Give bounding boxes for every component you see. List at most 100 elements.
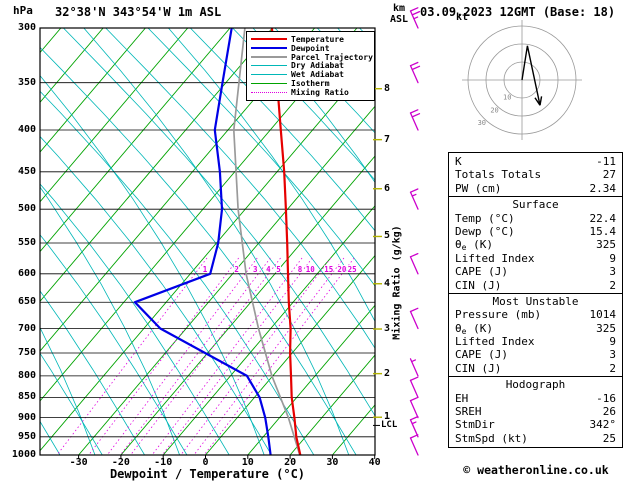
km-tick-label: 2 — [384, 367, 391, 379]
temperature-tick-label: -20 — [111, 457, 130, 468]
stats-divider — [449, 196, 622, 198]
stat-value: 3 — [609, 348, 616, 362]
legend-label: Dry Adiabat — [291, 61, 344, 71]
stat-label: CAPE (J) — [455, 265, 508, 279]
km-tick-label: 6 — [384, 182, 391, 194]
legend-label: Mixing Ratio — [291, 87, 349, 97]
stats-row: StmDir 342° — [449, 418, 622, 431]
stat-label: θe (K) — [455, 238, 493, 253]
hodograph-ring-label: 10 — [503, 94, 511, 102]
legend-item: Mixing Ratio — [251, 88, 370, 97]
legend-label: Dewpoint — [291, 43, 330, 53]
legend-line-sample — [251, 55, 287, 58]
stats-row: StmSpd (kt) 25 — [449, 432, 622, 445]
stats-divider — [449, 292, 622, 294]
stats-row: CAPE (J) 3 — [449, 265, 622, 278]
mixing-ratio-value-label: 15 — [324, 265, 333, 274]
mixing-ratio-value-label: 20 — [337, 265, 347, 274]
stats-row: CIN (J) 2 — [449, 279, 622, 292]
pressure-tick-label: 700 — [17, 322, 36, 334]
stats-section-header: Hodograph — [505, 378, 566, 392]
legend-label: Wet Adiabat — [291, 70, 344, 80]
stat-value: 342° — [589, 418, 617, 432]
legend-line-sample — [251, 91, 287, 93]
stat-label: θe (K) — [455, 321, 493, 336]
parcel-trajectory-curve — [232, 28, 301, 455]
stat-value: 1014 — [589, 308, 617, 322]
km-tick-label: 1 — [384, 411, 391, 423]
stat-value: 325 — [596, 321, 616, 335]
pressure-tick-label: 750 — [17, 346, 36, 358]
stats-row: Temp (°C) 22.4 — [449, 212, 622, 225]
legend-line-sample — [251, 65, 287, 67]
hodograph-ring — [485, 43, 559, 117]
stat-value: -11 — [596, 155, 616, 168]
pressure-tick-label: 350 — [17, 76, 36, 88]
chart-border — [39, 27, 376, 456]
km-tick-label: 4 — [384, 277, 391, 289]
temperature-tick-label: 10 — [241, 457, 254, 468]
stat-label: StmSpd (kt) — [455, 431, 528, 445]
legend-item: Isotherm — [251, 79, 370, 88]
pressure-tick-label: 800 — [17, 369, 36, 381]
stats-row: K -11 — [449, 155, 622, 168]
copyright: © weatheronline.co.uk — [463, 463, 609, 477]
hodograph-ring-label: 20 — [490, 106, 498, 114]
stat-label: CIN (J) — [455, 278, 502, 292]
hodograph-arrowhead — [534, 97, 541, 106]
km-tick-label: 3 — [384, 323, 391, 334]
temperature-axis-ticks — [78, 455, 376, 459]
hodograph-ring — [503, 61, 541, 99]
mixing-ratio-value-label: 10 — [306, 265, 316, 274]
stat-value: 26 — [602, 405, 616, 419]
legend-line-sample — [251, 38, 287, 41]
legend-item: Dewpoint — [251, 44, 370, 53]
km-tick-label: 8 — [384, 82, 391, 94]
stat-value: 2.34 — [589, 181, 617, 195]
mixing-ratio-value-label: 1 — [203, 265, 208, 274]
stat-value: 325 — [596, 238, 616, 252]
mixing-ratio-value-label: 2 — [234, 265, 239, 274]
chart-legend: Temperature Dewpoint Parcel Trajectory Dry … — [246, 31, 375, 101]
stats-row: CIN (J) 2 — [449, 362, 622, 375]
temperature-tick-label: 20 — [284, 457, 297, 468]
legend-item: Wet Adiabat — [251, 70, 370, 79]
stats-row: Totals Totals 27 — [449, 168, 622, 181]
stats-row: PW (cm) 2.34 — [449, 182, 622, 195]
stat-label: Temp (°C) — [455, 211, 515, 225]
stat-value: 2 — [609, 361, 616, 375]
stat-value: 25 — [602, 431, 616, 445]
mixing-ratio-value-label: 8 — [298, 265, 303, 274]
mixing-ratio-axis-label: Mixing Ratio (g/kg) — [391, 225, 403, 340]
stats-row: Dewp (°C) 15.4 — [449, 225, 622, 238]
stat-label: PW (cm) — [455, 181, 502, 195]
dry-adiabat-lines — [40, 28, 375, 455]
lcl-label: LCL — [381, 420, 398, 430]
stat-value: 22.4 — [589, 211, 617, 225]
asl-unit-label: ASL — [390, 14, 409, 25]
km-unit-label: km — [393, 3, 406, 14]
temperature-tick-label: -30 — [69, 457, 88, 468]
legend-item: Parcel Trajectory — [251, 52, 373, 62]
wind-barbs — [409, 7, 421, 456]
legend-line-sample — [251, 74, 287, 76]
stats-panel: K -11 Totals Totals 27 PW (cm) 2.34 Surface Tem… — [448, 152, 623, 449]
pressure-tick-label: 450 — [17, 165, 36, 177]
pressure-tick-label: 400 — [17, 124, 36, 136]
mixing-ratio-lines — [56, 257, 355, 455]
temperature-tick-label: -10 — [154, 457, 173, 468]
stats-row: CAPE (J) 3 — [449, 348, 622, 361]
hodograph-trace — [521, 45, 541, 106]
mixing-ratio-labels: 1 2 3 4 5 8 10 15 20 25 — [202, 264, 358, 275]
stats-section-header: Most Unstable — [492, 294, 579, 308]
pressure-tick-label: 1000 — [11, 449, 36, 460]
mixing-ratio-value-label: 3 — [253, 265, 258, 274]
stat-label: Lifted Index — [455, 251, 535, 265]
legend-label: Parcel Trajectory — [291, 52, 373, 62]
km-tick-marks — [373, 87, 382, 418]
legend-item: Dry Adiabat — [251, 61, 370, 70]
stat-value: 3 — [609, 265, 616, 279]
legend-label: Isotherm — [291, 78, 330, 88]
